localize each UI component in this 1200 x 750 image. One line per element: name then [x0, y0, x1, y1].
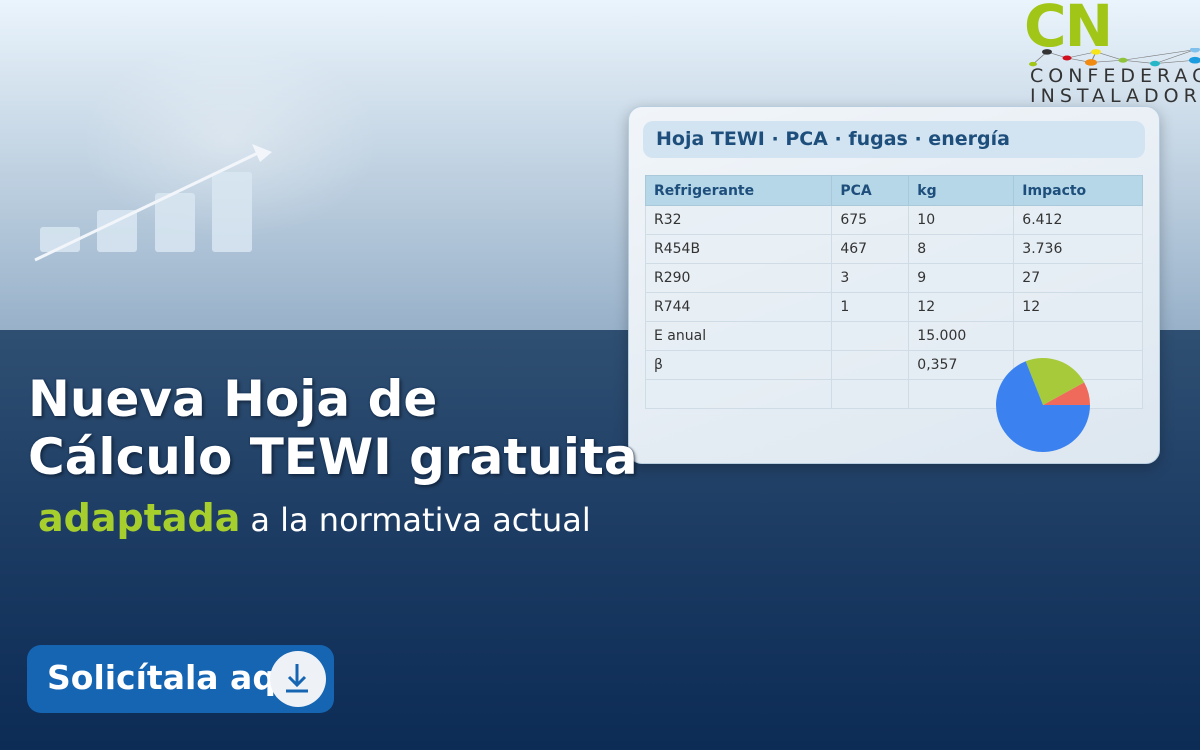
table-cell: R454B: [644, 234, 833, 264]
headline-line1: Nueva Hoja de: [28, 370, 438, 428]
logo-text-line2: INSTALADOR: [1030, 85, 1200, 106]
table-row: R290 3 9 27: [644, 263, 1143, 293]
logo-network-graphic: [1029, 48, 1200, 67]
header-cell: Refrigerante: [644, 175, 833, 206]
logo-mark: CN: [1024, 0, 1113, 60]
growth-chart-icon: [34, 144, 272, 262]
table-cell: 12: [1013, 292, 1143, 322]
subheadline-text: a la normativa actual: [250, 501, 591, 539]
impact-pie-chart: [996, 358, 1090, 452]
table-cell: [831, 379, 910, 409]
table-cell: 467: [831, 234, 910, 264]
table-cell: [831, 321, 910, 351]
header-cell: Impacto: [1013, 175, 1143, 206]
table-cell: 675: [831, 205, 910, 235]
table-row: R744 1 12 12: [644, 292, 1143, 322]
table-cell: 0,357: [908, 350, 1015, 380]
table-cell: R32: [644, 205, 833, 235]
table-row: R454B 467 8 3.736: [644, 234, 1143, 264]
table-cell: R744: [644, 292, 833, 322]
sheet-title: Hoja TEWI · PCA · fugas · energía: [643, 121, 1145, 158]
logo-text-line1: CONFEDERACI: [1030, 65, 1200, 87]
table-cell: [1013, 321, 1143, 351]
pie-slice: [996, 361, 1090, 452]
table-cell: 6.412: [1013, 205, 1143, 235]
table-cell: 3: [831, 263, 910, 293]
table-row: R32 675 10 6.412: [644, 205, 1143, 235]
headline: Nueva Hoja de Cálculo TEWI gratuita: [28, 370, 638, 486]
pie-slice: [1043, 382, 1090, 405]
table-cell: 27: [1013, 263, 1143, 293]
table-cell: [644, 379, 833, 409]
table-cell: 1: [831, 292, 910, 322]
table-row: E anual 15.000: [644, 321, 1143, 351]
table-cell: 9: [908, 263, 1015, 293]
pie-slice: [1025, 358, 1085, 405]
table-cell: R290: [644, 263, 833, 293]
table-cell: [831, 350, 910, 380]
table-cell: E anual: [644, 321, 833, 351]
table-cell: 10: [908, 205, 1015, 235]
header-cell: kg: [908, 175, 1015, 206]
table-header: Refrigerante PCA kg Impacto: [644, 175, 1143, 206]
table-cell: 15.000: [908, 321, 1015, 351]
subheadline: adaptada a la normativa actual: [38, 496, 591, 540]
table-cell: 12: [908, 292, 1015, 322]
table-cell: 3.736: [1013, 234, 1143, 264]
header-cell: PCA: [831, 175, 910, 206]
download-icon[interactable]: [270, 651, 326, 707]
cni-logo: CN CONFEDERACI INSTALADOR: [1020, 0, 1200, 106]
table-cell: 8: [908, 234, 1015, 264]
headline-line2: Cálculo TEWI gratuita: [28, 428, 638, 486]
subheadline-highlight: adaptada: [38, 496, 241, 540]
table-cell: β: [644, 350, 833, 380]
